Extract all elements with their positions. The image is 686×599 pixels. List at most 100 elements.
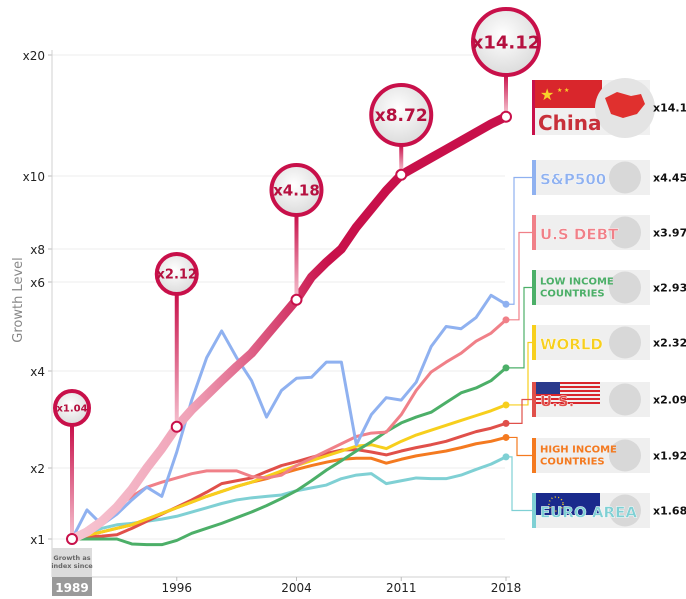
annotation-label: x8.72: [375, 106, 428, 126]
connector-line: [506, 436, 532, 457]
legend-color-bar: [532, 493, 536, 528]
us-flag-stripe: [535, 382, 600, 384]
y-tick-label: x10: [23, 170, 45, 184]
legend-image-icon: [609, 161, 641, 194]
us-flag-stripe: [535, 402, 600, 404]
annotation-label: x14.12: [472, 32, 541, 53]
series-lines: [67, 112, 511, 547]
legend-color-bar: [532, 382, 536, 417]
pin-stem: [399, 145, 404, 170]
us-flag-stripe: [535, 390, 600, 392]
connector-line: [506, 341, 532, 406]
legend-image-icon: [609, 271, 641, 304]
legend-value: x1.68: [653, 505, 686, 518]
legend-label: S&P500: [540, 171, 606, 189]
series-line-china: [67, 112, 511, 544]
annotation-pin: x14.12: [471, 7, 541, 123]
connector-line: [506, 456, 532, 512]
legend-image-icon: [609, 494, 641, 527]
series-line-s-p500: [70, 293, 507, 540]
globe-icon: [154, 252, 199, 296]
legend-item-high-income-countries: HIGH INCOME COUNTRIES x1.92: [532, 438, 686, 473]
legend-color-bar: [532, 270, 536, 305]
legend-color-bar: [532, 325, 536, 360]
series-line-world: [71, 403, 507, 541]
annotation-point: [395, 168, 408, 181]
globe-icon: [269, 163, 324, 217]
legend-item-world: WORLD x2.32: [532, 325, 686, 360]
y-tick-label: x6: [30, 276, 45, 290]
legend-color-bar: [532, 160, 536, 195]
legend-value: x4.45: [653, 172, 686, 185]
legend-label: WORLD: [540, 336, 603, 354]
base-year-label: 1989: [55, 581, 88, 595]
series-end-point: [502, 453, 510, 461]
y-tick-label: x2: [30, 462, 45, 476]
legend-value: x2.93: [653, 282, 686, 295]
pin-stem: [174, 294, 179, 422]
china-annotations: x1.04 x2.12 x4.18 x8.72 x14.12: [53, 7, 541, 545]
x-tick-label: 1996: [161, 581, 192, 595]
series-end-point: [502, 401, 510, 409]
pin-stem: [294, 215, 299, 295]
annotation-pin: x2.12: [154, 252, 199, 433]
y-tick-label: x4: [30, 365, 45, 379]
series-line-u-s-: [71, 421, 507, 541]
china-map-icon: [605, 92, 645, 118]
series-end-point: [502, 419, 510, 427]
china-flag: [532, 80, 602, 108]
annotation-pin: x8.72: [369, 83, 434, 181]
eu-stars-icon: [548, 496, 564, 512]
legend-item-low-income-countries: LOW INCOME COUNTRIES x2.93: [532, 270, 686, 305]
globe-icon: [471, 7, 541, 77]
series-end-point: [502, 433, 510, 441]
axes: x1 x2 x4 x6 x8 x10 x20 Growth Level Growth as ind…: [11, 49, 521, 596]
legend-label: U.S.: [540, 393, 574, 411]
legend-label: U.S DEBT: [540, 226, 619, 244]
series-end-point: [502, 300, 510, 308]
connector-line: [506, 398, 532, 424]
star-icon: ★: [540, 87, 554, 104]
legend-item-u-s-debt: U.S DEBT x3.97: [532, 215, 686, 250]
legend-item-china: ★★ ★ China x14.12: [532, 78, 686, 138]
globe-icon: [53, 389, 91, 427]
base-year-box: [52, 577, 92, 596]
legend-color-bar: [532, 215, 536, 250]
legend-value: x14.12: [653, 102, 686, 115]
connector-line: [506, 286, 532, 369]
legend-image-icon: [609, 439, 641, 472]
legend-label: HIGH INCOME COUNTRIES: [540, 445, 617, 468]
base-note-label: Growth as index since: [51, 554, 93, 570]
legend: ★★ ★ China x14.12 S&P500 x4.45 U.S DEBT x3.97 L…: [532, 78, 686, 528]
globe-icon: [369, 83, 434, 147]
annotation-point: [500, 110, 512, 123]
legend-item-euro-area: EURO AREA x1.68: [532, 493, 686, 528]
annotation-pin: x4.18: [269, 163, 324, 306]
connector-line: [506, 231, 532, 321]
legend-value: x2.09: [653, 394, 686, 407]
us-flag-canton: [535, 382, 560, 394]
series-end-point: [502, 316, 510, 324]
connector-line: [506, 176, 532, 305]
series-end-point: [502, 364, 510, 372]
y-tick-label: x8: [30, 243, 45, 257]
legend-label: EURO AREA: [540, 504, 637, 522]
legend-color-bar: [532, 438, 536, 473]
base-note-box: [52, 548, 92, 577]
legend-item-u-s-: U.S. x2.09: [532, 382, 686, 417]
series-line-u-s-debt: [71, 318, 507, 541]
x-tick-label: 2018: [491, 581, 522, 595]
annotation-label: x2.12: [157, 268, 197, 283]
annotation-pin: x1.04: [53, 389, 91, 545]
us-flag-stripe: [535, 398, 600, 400]
legend-connectors: [506, 176, 532, 512]
annotation-point: [170, 420, 183, 433]
legend-value: x3.97: [653, 227, 686, 240]
annotation-point: [66, 533, 78, 545]
legend-value: x2.32: [653, 337, 686, 350]
legend-value: x1.92: [653, 450, 686, 463]
y-axis-label: Growth Level: [11, 257, 26, 343]
x-tick-label: 2011: [386, 581, 417, 595]
legend-image-icon: [609, 326, 641, 359]
